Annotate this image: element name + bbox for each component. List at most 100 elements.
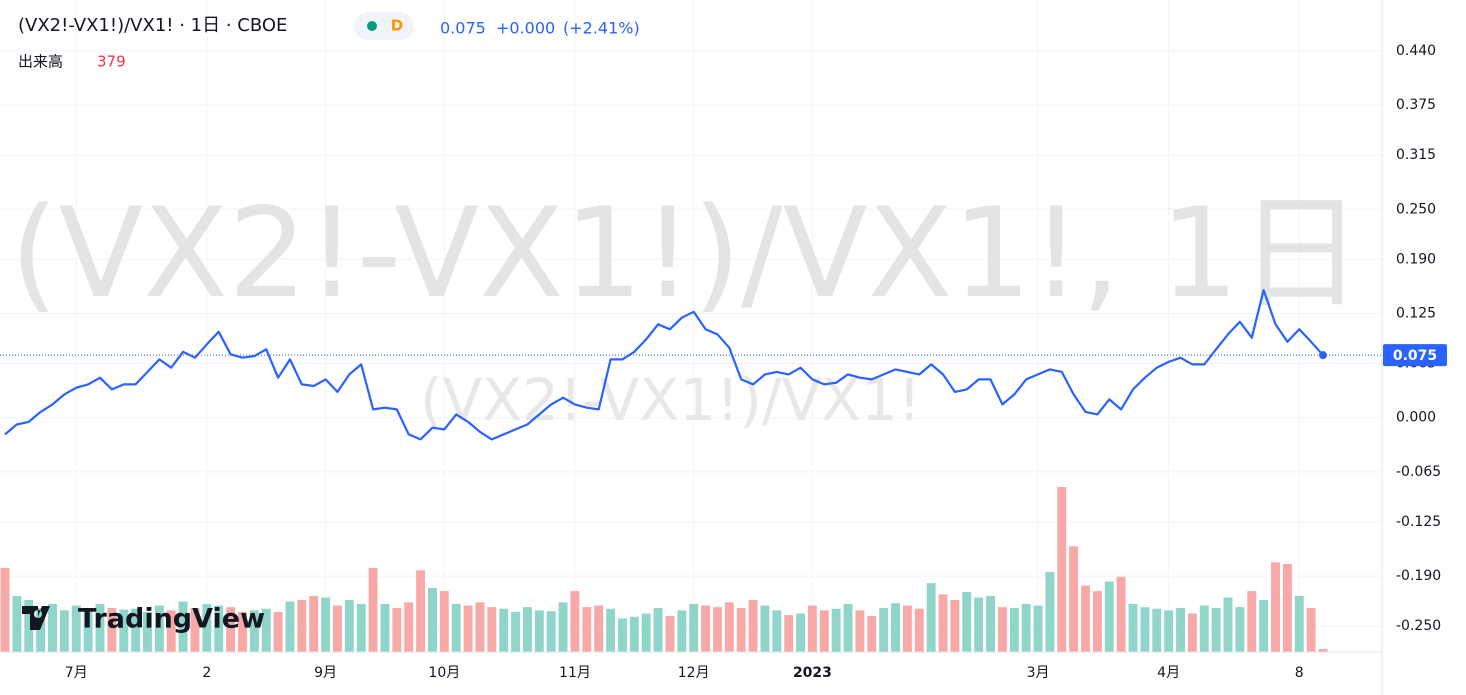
volume-bar [997, 607, 1007, 652]
status-pill [354, 12, 414, 40]
volume-bar [368, 567, 378, 652]
volume-bar [356, 603, 366, 652]
volume-bar [974, 597, 984, 652]
volume-pane [0, 487, 1328, 652]
volume-bar [1140, 607, 1150, 652]
volume-bar [214, 605, 224, 652]
volume-bar [154, 605, 164, 652]
volume-bar [416, 570, 426, 652]
volume-bar [404, 602, 414, 652]
volume-bar [1282, 563, 1292, 652]
x-tick-label: 7月 [65, 665, 88, 681]
volume-bar [926, 583, 936, 652]
volume-bar [392, 607, 402, 652]
volume-bar [1069, 546, 1079, 652]
volume-bar [582, 607, 592, 652]
volume-bar [641, 613, 651, 652]
volume-bar [12, 595, 22, 652]
volume-bar [1092, 591, 1102, 652]
last-price: 0.075 [440, 19, 486, 38]
volume-bar [855, 610, 865, 652]
volume-bar [1318, 648, 1328, 652]
volume-bar [475, 602, 485, 652]
volume-bar [190, 607, 200, 652]
interval-badge: D [391, 17, 403, 35]
x-tick-label: 12月 [678, 665, 710, 681]
volume-bar [71, 605, 81, 652]
volume-bar [1306, 607, 1316, 652]
x-tick-label: 10月 [428, 665, 460, 681]
x-axis: 7月 2 9月 10月 11月 12月 2023 3月 4月 8 [65, 665, 1304, 681]
volume-bar [665, 615, 675, 652]
volume-bar [249, 610, 259, 652]
volume-bar [653, 607, 663, 652]
volume-bar [1235, 607, 1245, 652]
x-tick-label: 9月 [314, 665, 337, 681]
change: +0.000 [496, 19, 555, 38]
volume-bar [1271, 562, 1280, 652]
volume-bar [796, 613, 806, 652]
logo: TradingView [22, 604, 265, 635]
volume-bar [1211, 607, 1221, 652]
volume-bar [107, 607, 117, 652]
y-tick-label: -0.250 [1396, 618, 1441, 634]
price-badge-label: 0.075 [1393, 348, 1437, 364]
volume-bar [950, 599, 960, 652]
y-axis: 0.4400.3750.3150.2500.1900.1250.0650.000… [1396, 43, 1441, 634]
volume-bar [131, 608, 141, 652]
volume-bar [1187, 613, 1197, 652]
volume-bar [119, 609, 129, 652]
status-dot [367, 21, 377, 31]
volume-bar [689, 603, 699, 652]
volume-bar [1116, 576, 1126, 652]
volume-bar [24, 599, 34, 652]
volume-bar [1045, 571, 1055, 652]
volume-bar [546, 611, 556, 652]
volume-label: 出来高 [18, 53, 63, 71]
volume-bar [807, 605, 817, 652]
volume-bar [629, 616, 639, 652]
volume-bar [867, 615, 877, 652]
watermark: (VX2!-VX1!)/VX1!, 1日 [10, 182, 1363, 326]
brand: TradingView [78, 604, 265, 635]
volume-bar [511, 611, 521, 652]
volume-bar [309, 595, 319, 652]
volume-bar [701, 605, 711, 652]
volume-bar [1152, 608, 1162, 652]
y-tick-label: -0.065 [1396, 464, 1441, 480]
volume-bar [784, 615, 794, 652]
volume-bar [748, 599, 758, 652]
volume-bar [522, 607, 532, 652]
y-tick-label: 0.440 [1396, 43, 1436, 59]
volume-bar [428, 587, 437, 652]
volume-bar [1199, 605, 1209, 652]
y-tick-label: 0.000 [1396, 410, 1436, 426]
volume-bar [1081, 585, 1090, 652]
x-tick-label: 11月 [559, 665, 591, 681]
y-tick-label: 0.315 [1396, 147, 1436, 163]
volume-bar [166, 610, 176, 652]
volume-bar [344, 599, 354, 652]
volume-bar [48, 603, 57, 652]
x-tick-label: 3月 [1027, 665, 1050, 681]
volume-bar [914, 608, 924, 652]
volume-bar [1128, 603, 1138, 652]
header: (VX2!-VX1!)/VX1! · 1日 · CBOE D 0.075 +0.… [18, 12, 640, 71]
volume-bar [606, 608, 616, 652]
volume-bar [677, 610, 687, 652]
volume-bar [297, 599, 307, 652]
volume-bar [83, 611, 93, 652]
volume-bar [986, 595, 995, 652]
volume-bar [380, 603, 390, 652]
y-tick-label: 0.125 [1396, 305, 1436, 321]
x-tick-label: 2023 [793, 665, 832, 681]
volume-bar [1259, 599, 1269, 652]
volume-bar [36, 607, 46, 652]
series-line [4, 289, 1324, 441]
volume-bar [202, 603, 212, 652]
y-tick-label: 0.375 [1396, 97, 1436, 113]
volume-bar [712, 607, 722, 652]
volume-bar [285, 601, 295, 652]
volume-bar [1247, 591, 1257, 652]
